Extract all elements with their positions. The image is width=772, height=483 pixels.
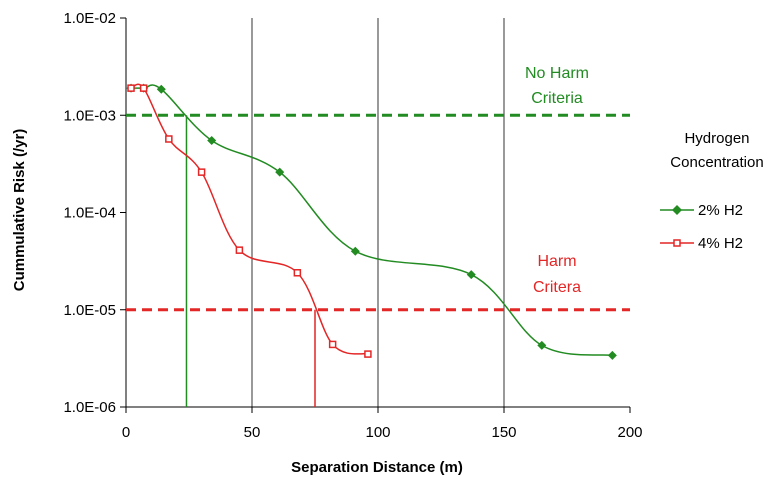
series-line-1: [130, 83, 369, 355]
y-tick-label: 1.0E-05: [63, 302, 116, 319]
series-0-point: [607, 350, 617, 360]
harm-label-line2: Critera: [533, 279, 581, 296]
legend-title-line2: Concentration: [670, 154, 763, 171]
series-1-point: [364, 350, 372, 358]
series-0-point: [466, 270, 476, 280]
series-0-point: [275, 167, 285, 177]
plot-area: 1.0E-06 1.0E-05 1.0E-04 1.0E-03 1.0E-02 0 50 10…: [63, 10, 642, 441]
harm-label-line1: Harm: [537, 253, 576, 270]
y-axis-title: Cummulative Risk (/yr): [11, 129, 28, 292]
legend-marker-2pct: [672, 205, 682, 215]
series-0-point: [350, 246, 360, 256]
x-axis-title: Separation Distance (m): [291, 459, 463, 476]
y-tick-label: 1.0E-04: [63, 205, 116, 222]
series-1-point: [165, 135, 173, 143]
y-tick-label: 1.0E-03: [63, 107, 116, 124]
series-0-point: [156, 84, 166, 94]
x-tick-label: 50: [244, 424, 261, 441]
y-tick-label: 1.0E-06: [63, 399, 116, 416]
x-tick-label: 100: [365, 424, 390, 441]
y-tick-label: 1.0E-02: [63, 10, 116, 27]
series-0-point: [537, 340, 547, 350]
series-1-point: [235, 246, 244, 254]
series-1-point: [127, 84, 135, 92]
no-harm-label-line1: No Harm: [525, 65, 589, 82]
x-tick-label: 200: [617, 424, 642, 441]
series-line-0: [131, 84, 613, 357]
legend-label-2pct: 2% H2: [698, 202, 743, 219]
legend: Hydrogen Concentration 2% H2 4% H2: [660, 130, 764, 252]
legend-label-4pct: 4% H2: [698, 235, 743, 252]
series-1-point: [293, 269, 302, 277]
series-1-point: [328, 340, 337, 349]
no-harm-label-line2: Criteria: [531, 90, 583, 107]
legend-marker-4pct: [673, 239, 681, 247]
legend-title-line1: Hydrogen: [684, 130, 749, 147]
x-tick-label: 150: [491, 424, 516, 441]
x-tick-label: 0: [122, 424, 130, 441]
series-1-point: [197, 168, 206, 176]
series-0-point: [207, 135, 217, 145]
series-1-point: [139, 84, 148, 92]
